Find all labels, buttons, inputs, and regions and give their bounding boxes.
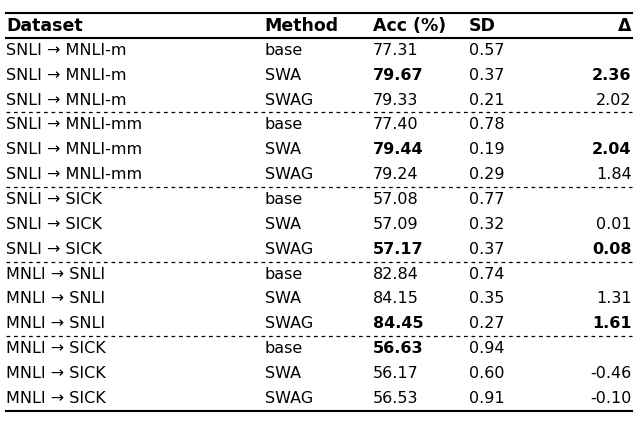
Text: 2.02: 2.02 [596, 92, 632, 108]
Text: SNLI → SICK: SNLI → SICK [6, 192, 102, 207]
Text: Δ: Δ [618, 17, 632, 34]
Text: 56.17: 56.17 [373, 366, 419, 381]
Text: 82.84: 82.84 [373, 266, 419, 282]
Text: 79.44: 79.44 [373, 142, 424, 157]
Text: 0.27: 0.27 [469, 316, 505, 331]
Text: 56.63: 56.63 [373, 341, 424, 356]
Text: SWAG: SWAG [265, 242, 313, 257]
Text: Dataset: Dataset [6, 17, 83, 34]
Text: -0.10: -0.10 [590, 391, 632, 406]
Text: -0.46: -0.46 [590, 366, 632, 381]
Text: SWAG: SWAG [265, 391, 313, 406]
Text: 2.04: 2.04 [592, 142, 632, 157]
Text: 0.19: 0.19 [469, 142, 505, 157]
Text: 0.21: 0.21 [469, 92, 505, 108]
Text: 84.15: 84.15 [373, 291, 419, 307]
Text: MNLI → SNLI: MNLI → SNLI [6, 316, 105, 331]
Text: 57.17: 57.17 [373, 242, 424, 257]
Text: 0.74: 0.74 [469, 266, 505, 282]
Text: 0.60: 0.60 [469, 366, 505, 381]
Text: 79.67: 79.67 [373, 68, 424, 83]
Text: base: base [265, 192, 303, 207]
Text: 1.84: 1.84 [596, 167, 632, 182]
Text: SNLI → SICK: SNLI → SICK [6, 242, 102, 257]
Text: SWA: SWA [265, 217, 301, 232]
Text: base: base [265, 266, 303, 282]
Text: MNLI → SNLI: MNLI → SNLI [6, 291, 105, 307]
Text: 77.31: 77.31 [373, 43, 419, 58]
Text: 0.37: 0.37 [469, 242, 504, 257]
Text: 0.57: 0.57 [469, 43, 505, 58]
Text: SNLI → MNLI-mm: SNLI → MNLI-mm [6, 142, 142, 157]
Text: SWAG: SWAG [265, 316, 313, 331]
Text: SWAG: SWAG [265, 92, 313, 108]
Text: SNLI → MNLI-mm: SNLI → MNLI-mm [6, 117, 142, 133]
Text: Method: Method [265, 17, 339, 34]
Text: SNLI → MNLI-m: SNLI → MNLI-m [6, 43, 127, 58]
Text: SWA: SWA [265, 291, 301, 307]
Text: 2.36: 2.36 [592, 68, 632, 83]
Text: 57.09: 57.09 [373, 217, 419, 232]
Text: MNLI → SICK: MNLI → SICK [6, 341, 106, 356]
Text: base: base [265, 117, 303, 133]
Text: SNLI → MNLI-m: SNLI → MNLI-m [6, 68, 127, 83]
Text: 1.61: 1.61 [592, 316, 632, 331]
Text: MNLI → SICK: MNLI → SICK [6, 366, 106, 381]
Text: 79.33: 79.33 [373, 92, 419, 108]
Text: SNLI → MNLI-m: SNLI → MNLI-m [6, 92, 127, 108]
Text: 0.29: 0.29 [469, 167, 505, 182]
Text: Acc (%): Acc (%) [373, 17, 447, 34]
Text: 0.94: 0.94 [469, 341, 505, 356]
Text: SNLI → SICK: SNLI → SICK [6, 217, 102, 232]
Text: SNLI → MNLI-mm: SNLI → MNLI-mm [6, 167, 142, 182]
Text: 84.45: 84.45 [373, 316, 424, 331]
Text: 0.01: 0.01 [596, 217, 632, 232]
Text: MNLI → SNLI: MNLI → SNLI [6, 266, 105, 282]
Text: 0.37: 0.37 [469, 68, 504, 83]
Text: 0.35: 0.35 [469, 291, 504, 307]
Text: 79.24: 79.24 [373, 167, 419, 182]
Text: 0.32: 0.32 [469, 217, 504, 232]
Text: 0.77: 0.77 [469, 192, 505, 207]
Text: base: base [265, 43, 303, 58]
Text: MNLI → SICK: MNLI → SICK [6, 391, 106, 406]
Text: 57.08: 57.08 [373, 192, 419, 207]
Text: 0.78: 0.78 [469, 117, 505, 133]
Text: 56.53: 56.53 [373, 391, 419, 406]
Text: 0.91: 0.91 [469, 391, 505, 406]
Text: SWA: SWA [265, 68, 301, 83]
Text: 1.31: 1.31 [596, 291, 632, 307]
Text: base: base [265, 341, 303, 356]
Text: 77.40: 77.40 [373, 117, 419, 133]
Text: SWAG: SWAG [265, 167, 313, 182]
Text: SWA: SWA [265, 366, 301, 381]
Text: SWA: SWA [265, 142, 301, 157]
Text: 0.08: 0.08 [592, 242, 632, 257]
Text: SD: SD [469, 17, 496, 34]
